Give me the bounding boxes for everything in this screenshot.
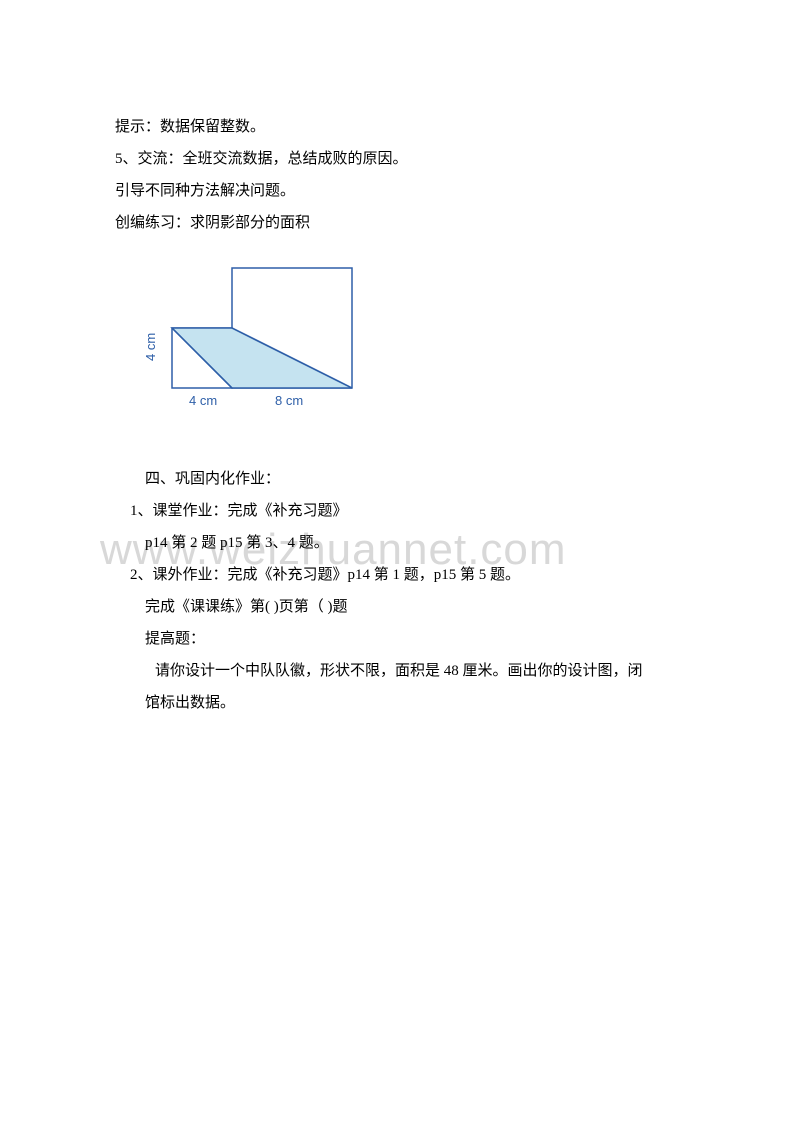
diagram-svg: 4 cm 4 cm 8 cm xyxy=(127,258,362,428)
document-content: 提示：数据保留整数。 5、交流：全班交流数据，总结成败的原因。 引导不同种方法解… xyxy=(0,0,800,718)
text-line: 请你设计一个中队队徽，形状不限，面积是 48 厘米。画出你的设计图，闭 xyxy=(115,656,685,686)
text-line: 引导不同种方法解决问题。 xyxy=(115,176,685,206)
text-line: 馆标出数据。 xyxy=(115,688,685,718)
text-line: 1、课堂作业：完成《补充习题》 xyxy=(115,496,685,526)
text-line: p14 第 2 题 p15 第 3、4 题。 xyxy=(115,528,685,558)
text-line: 5、交流：全班交流数据，总结成败的原因。 xyxy=(115,144,685,174)
text-line: 创编练习：求阴影部分的面积 xyxy=(115,208,685,238)
text-line: 提高题： xyxy=(115,624,685,654)
text-line: 2、课外作业：完成《补充习题》p14 第 1 题，p15 第 5 题。 xyxy=(115,560,685,590)
text-line: 提示：数据保留整数。 xyxy=(115,112,685,142)
label-8cm: 8 cm xyxy=(275,393,303,408)
text-line: 四、巩固内化作业： xyxy=(115,464,685,494)
label-4cm-horizontal: 4 cm xyxy=(189,393,217,408)
label-4cm-vertical: 4 cm xyxy=(143,333,158,361)
geometry-diagram: 4 cm 4 cm 8 cm xyxy=(127,258,685,439)
text-line: 完成《课课练》第( )页第（ )题 xyxy=(115,592,685,622)
